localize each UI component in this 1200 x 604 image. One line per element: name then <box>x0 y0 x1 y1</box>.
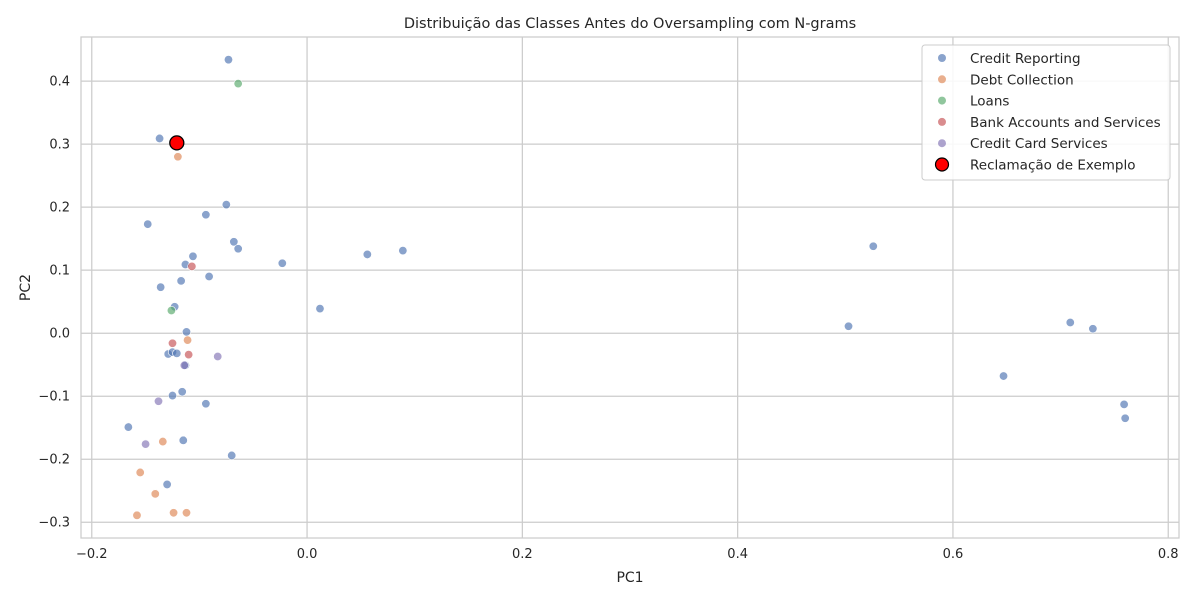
data-point <box>1088 324 1098 334</box>
data-point <box>181 327 191 337</box>
data-point <box>221 200 231 210</box>
series-debt-collection <box>132 152 193 520</box>
x-tick-label: 0.4 <box>727 547 748 562</box>
y-tick-label: −0.2 <box>38 453 70 468</box>
data-point <box>213 352 223 362</box>
data-point <box>1119 399 1129 409</box>
data-point <box>201 210 211 220</box>
data-point <box>177 387 187 397</box>
series-loans <box>166 79 243 316</box>
x-tick-label: 0.6 <box>943 547 964 562</box>
data-point <box>156 282 166 292</box>
legend-marker <box>934 157 950 172</box>
x-axis-title: PC1 <box>616 570 643 586</box>
y-tick-label: 0.2 <box>49 201 70 216</box>
data-point <box>223 55 233 65</box>
y-tick-label: 0.4 <box>49 75 70 90</box>
data-point <box>155 133 165 143</box>
grid <box>81 37 1179 538</box>
chart-title: Distribuição das Classes Antes do Oversa… <box>404 16 856 32</box>
data-point <box>229 237 239 247</box>
x-tick-label: 0.2 <box>512 547 533 562</box>
legend-marker <box>938 117 946 126</box>
y-tick-label: −0.3 <box>38 516 70 531</box>
data-point <box>178 435 188 445</box>
legend: Credit Reporting Debt Collection Loans Bank… <box>921 44 1171 181</box>
data-point <box>187 261 197 271</box>
data-point <box>179 360 189 370</box>
data-point <box>277 258 287 268</box>
data-point <box>184 350 194 360</box>
data-point <box>141 439 151 449</box>
data-point <box>201 399 211 409</box>
data-point <box>172 348 182 358</box>
data-point <box>999 371 1009 381</box>
legend-marker <box>938 54 946 62</box>
y-tick-label: 0.3 <box>49 138 70 153</box>
highlight-point <box>169 135 185 151</box>
data-point <box>1065 317 1075 327</box>
tick-labels: −0.2 0.0 0.2 0.4 0.6 0.8 −0.3 −0.2 −0.1 0.0 0.1 0.2… <box>38 75 1178 562</box>
y-tick-label: 0.0 <box>49 327 70 342</box>
data-point <box>168 391 178 401</box>
data-points <box>123 55 1130 520</box>
legend-marker <box>938 139 946 148</box>
x-tick-label: −0.2 <box>76 547 108 562</box>
legend-label: Credit Reporting <box>970 51 1081 67</box>
data-point <box>204 271 214 281</box>
data-point <box>176 276 186 286</box>
legend-label: Loans <box>970 94 1009 110</box>
legend-marker <box>938 96 946 105</box>
data-point <box>123 422 133 432</box>
data-point <box>227 450 237 460</box>
y-tick-label: −0.1 <box>38 390 70 405</box>
data-point <box>173 152 183 162</box>
data-point <box>233 244 243 254</box>
data-point <box>154 396 164 406</box>
data-point <box>315 304 325 314</box>
data-point <box>362 249 372 259</box>
data-point <box>398 246 408 256</box>
data-point <box>166 306 176 316</box>
data-point <box>162 479 172 489</box>
legend-marker <box>938 75 946 84</box>
data-point <box>868 241 878 251</box>
data-point <box>181 508 191 518</box>
series-credit-card-services <box>141 352 223 449</box>
legend-label: Bank Accounts and Services <box>970 115 1161 131</box>
data-point <box>168 338 178 348</box>
x-tick-label: 0.8 <box>1158 547 1179 562</box>
data-point <box>143 219 153 229</box>
data-point <box>1120 413 1130 423</box>
legend-label: Credit Card Services <box>970 136 1108 152</box>
x-tick-label: 0.0 <box>297 547 318 562</box>
legend-frame <box>921 44 1171 181</box>
legend-label: Reclamação de Exemplo <box>970 158 1136 174</box>
y-axis-title: PC2 <box>18 274 34 301</box>
data-point <box>183 335 193 345</box>
series-credit-reporting <box>123 55 1130 489</box>
data-point <box>233 79 243 89</box>
data-point <box>150 489 160 499</box>
data-point <box>188 251 198 261</box>
data-point <box>169 508 179 518</box>
series-bank-accounts-and-services <box>168 261 197 360</box>
legend-label: Debt Collection <box>970 72 1074 88</box>
data-point <box>132 510 142 520</box>
legend-items: Credit Reporting Debt Collection Loans Bank… <box>934 51 1161 174</box>
data-point <box>158 437 168 447</box>
data-point <box>844 321 854 331</box>
data-point <box>135 467 145 477</box>
y-tick-label: 0.1 <box>49 264 70 279</box>
